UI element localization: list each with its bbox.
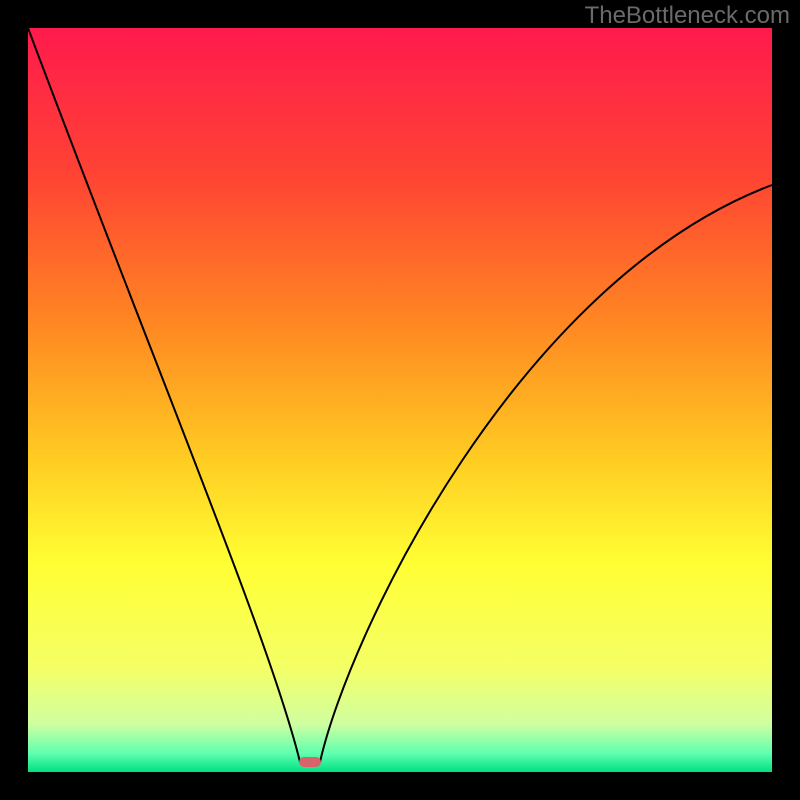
optimum-marker	[299, 757, 321, 767]
chart-container: TheBottleneck.com	[0, 0, 800, 800]
watermark-text: TheBottleneck.com	[585, 2, 790, 30]
bottleneck-chart	[0, 0, 800, 800]
plot-background	[28, 28, 772, 772]
